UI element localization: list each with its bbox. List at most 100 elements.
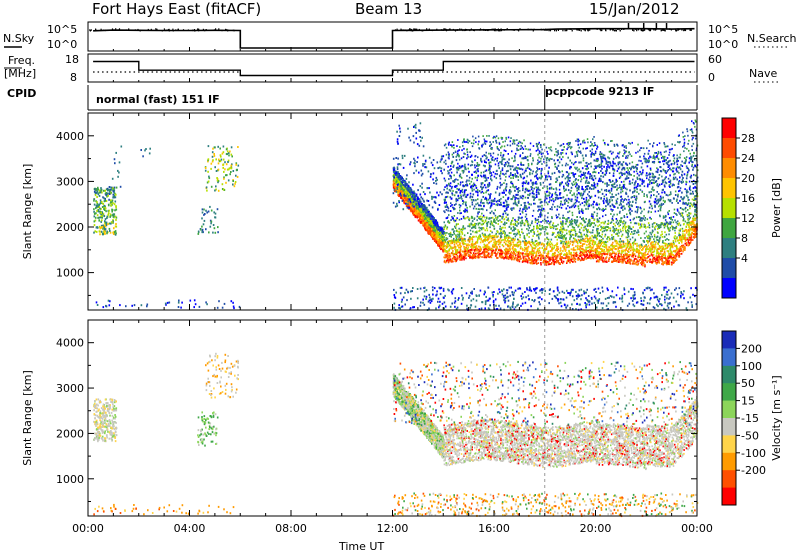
range-gate-cell (520, 145, 522, 147)
range-gate-cell (115, 223, 117, 225)
range-gate-cell (105, 218, 107, 220)
range-gate-cell (597, 185, 599, 187)
nsearch-point (562, 30, 563, 32)
range-gate-cell (620, 229, 622, 231)
range-gate-cell (459, 207, 461, 209)
range-gate-cell (107, 189, 109, 191)
nsearch-point (491, 29, 492, 31)
range-gate-cell (641, 211, 643, 213)
range-gate-cell (677, 196, 679, 198)
nsearch-point (203, 29, 204, 31)
range-gate-cell (605, 214, 607, 216)
range-gate-cell (491, 240, 493, 242)
range-gate-cell (468, 168, 470, 170)
range-gate-cell (520, 148, 522, 150)
range-gate-cell (640, 207, 642, 209)
range-gate-cell (214, 146, 216, 148)
range-gate-cell (181, 302, 183, 304)
range-gate-cell (469, 254, 471, 256)
range-gate-cell (524, 202, 526, 204)
range-gate-cell (444, 178, 446, 180)
range-gate-cell (467, 225, 469, 227)
range-gate-cell (650, 259, 652, 261)
range-gate-cell (679, 141, 681, 143)
range-gate-cell (537, 248, 539, 250)
range-gate-cell (108, 204, 110, 206)
nsearch-point (446, 30, 447, 32)
range-gate-cell (685, 221, 687, 223)
range-gate-cell (97, 217, 99, 219)
range-gate-cell (495, 173, 497, 175)
range-gate-cell (114, 158, 116, 160)
range-gate-cell (198, 231, 200, 233)
range-gate-cell (525, 145, 527, 147)
range-gate-cell (441, 228, 443, 230)
range-gate-cell (462, 203, 464, 205)
range-gate-cell (94, 215, 96, 217)
range-gate-cell (224, 161, 226, 163)
range-gate-cell (193, 306, 195, 308)
range-gate-cell (454, 194, 456, 196)
range-gate-cell (675, 232, 677, 234)
range-gate-cell (94, 204, 96, 206)
nsearch-point (432, 30, 433, 32)
nsearch-point (197, 28, 198, 30)
range-gate-cell (596, 148, 598, 150)
range-gate-cell (227, 169, 229, 171)
range-gate-cell (498, 162, 500, 164)
range-gate-cell (105, 192, 107, 194)
range-gate-cell (446, 209, 448, 211)
range-gate-cell (694, 126, 696, 128)
range-gate-cell (491, 223, 493, 225)
nsearch-point (597, 28, 598, 30)
nsearch-point (589, 29, 590, 31)
range-gate-cell (477, 177, 479, 179)
range-gate-cell (643, 155, 645, 157)
range-gate-cell (237, 176, 239, 178)
range-gate-cell (450, 210, 452, 212)
range-gate-cell (112, 200, 114, 202)
range-gate-cell (485, 229, 487, 231)
nsearch-point (427, 29, 428, 31)
range-gate-cell (691, 145, 693, 147)
range-gate-cell (232, 180, 234, 182)
range-gate-cell (104, 220, 106, 222)
range-gate-cell (230, 171, 232, 173)
nsearch-point (109, 30, 110, 32)
range-gate-cell (575, 249, 577, 251)
range-gate-cell (512, 197, 514, 199)
range-gate-cell (656, 152, 658, 154)
range-gate-cell (603, 246, 605, 248)
range-gate-cell (512, 143, 514, 145)
range-gate-cell (610, 213, 612, 215)
range-gate-cell (490, 230, 492, 232)
nsearch-point (140, 30, 141, 32)
range-gate-cell (396, 178, 398, 180)
range-gate-cell (484, 140, 486, 142)
range-gate-cell (476, 219, 478, 221)
range-gate-cell (222, 183, 224, 185)
range-gate-cell (552, 226, 554, 228)
range-gate-cell (436, 233, 438, 235)
range-gate-cell (583, 157, 585, 159)
range-gate-cell (540, 182, 542, 184)
range-gate-cell (534, 203, 536, 205)
range-gate-cell (504, 145, 506, 147)
nsearch-point (410, 29, 411, 31)
range-gate-cell (532, 235, 534, 237)
range-gate-cell (221, 159, 223, 161)
range-gate-cell (581, 258, 583, 260)
nsearch-point (517, 29, 518, 31)
range-gate-cell (479, 222, 481, 224)
range-gate-cell (671, 202, 673, 204)
range-gate-cell (108, 212, 110, 214)
range-gate-cell (688, 150, 690, 152)
range-gate-cell (536, 234, 538, 236)
range-gate-cell (476, 249, 478, 251)
range-gate-cell (439, 236, 441, 238)
range-gate-cell (208, 211, 210, 213)
nsearch-point (221, 30, 222, 32)
range-gate-cell (435, 239, 437, 241)
range-gate-cell (552, 256, 554, 258)
range-gate-cell (524, 249, 526, 251)
